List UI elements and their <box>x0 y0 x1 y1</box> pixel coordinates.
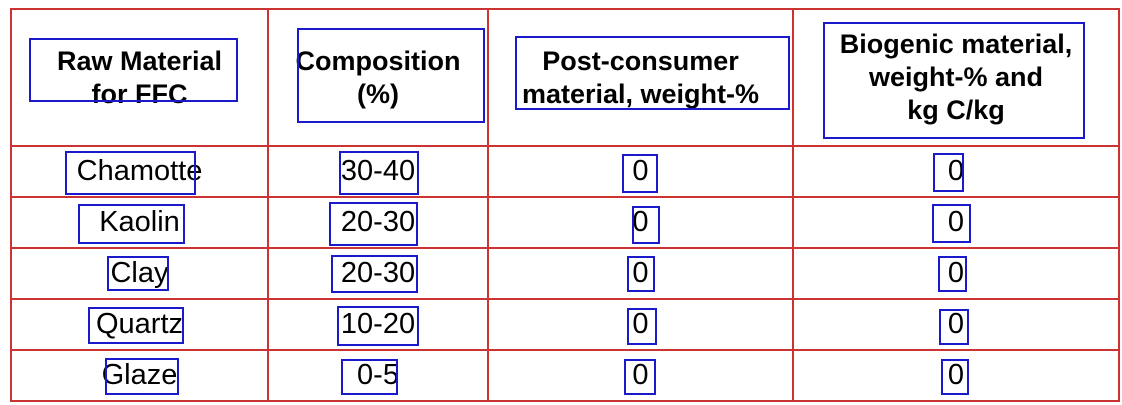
cell-composition: 20-30 <box>267 247 489 300</box>
cell-material: Quartz <box>10 298 269 351</box>
cell-material: Kaolin <box>10 196 269 249</box>
header-composition-l2: (%) <box>357 78 399 109</box>
header-composition: Composition (%) <box>267 8 489 147</box>
table-row: Quartz 10-20 0 0 <box>10 298 1120 351</box>
header-biogenic-l1: Biogenic material, <box>839 29 1073 59</box>
header-biogenic: Biogenic material, weight-% and kg C/kg <box>792 8 1120 147</box>
table-row: Kaolin 20-30 0 0 <box>10 196 1120 249</box>
cell-material: Glaze <box>10 349 269 402</box>
cell-biogenic: 0 <box>792 196 1120 249</box>
header-raw-material-l1: Raw Material <box>56 45 223 76</box>
cell-material: Clay <box>10 247 269 300</box>
header-post-consumer-l2: material, weight-% <box>521 78 760 109</box>
cell-post-consumer: 0 <box>487 247 794 300</box>
header-post-consumer: Post-consumer material, weight-% <box>487 8 794 147</box>
cell-biogenic: 0 <box>792 145 1120 198</box>
cell-biogenic: 0 <box>792 298 1120 351</box>
table-row: Clay 20-30 0 0 <box>10 247 1120 300</box>
cell-composition: 30-40 <box>267 145 489 198</box>
cell-post-consumer: 0 <box>487 196 794 249</box>
table-row: Glaze 0-5 0 0 <box>10 349 1120 402</box>
cell-post-consumer: 0 <box>487 145 794 198</box>
table-row: Chamotte 30-40 0 0 <box>10 145 1120 198</box>
cell-composition: 0-5 <box>267 349 489 402</box>
cell-composition: 10-20 <box>267 298 489 351</box>
header-raw-material-l2: for FFC <box>91 78 188 109</box>
header-post-consumer-l1: Post-consumer <box>542 45 739 76</box>
cell-post-consumer: 0 <box>487 349 794 402</box>
cell-post-consumer: 0 <box>487 298 794 351</box>
header-raw-material: Raw Material for FFC <box>10 8 269 147</box>
header-row: Raw Material for FFC Composition (%) Pos… <box>10 8 1120 147</box>
cell-biogenic: 0 <box>792 349 1120 402</box>
header-biogenic-l3: kg C/kg <box>907 95 1005 125</box>
cell-composition: 20-30 <box>267 196 489 249</box>
header-biogenic-l2: weight-% and <box>869 62 1043 92</box>
cell-material: Chamotte <box>10 145 269 198</box>
composition-table: Raw Material for FFC Composition (%) Pos… <box>10 8 1120 402</box>
cell-biogenic: 0 <box>792 247 1120 300</box>
header-composition-l1: Composition <box>295 45 461 76</box>
